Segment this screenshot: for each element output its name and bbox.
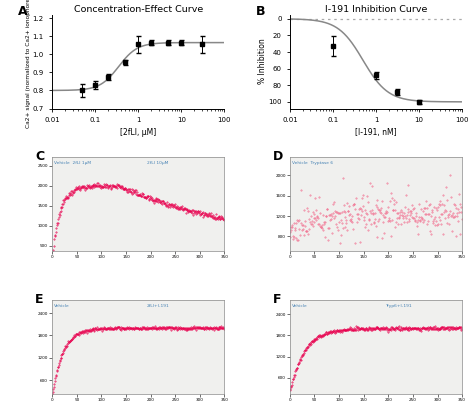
Text: B: B: [255, 5, 265, 18]
Text: A: A: [18, 5, 27, 18]
Text: D: D: [273, 150, 283, 163]
Text: Tryp6+I-191: Tryp6+I-191: [384, 304, 411, 308]
Y-axis label: % Inhibition: % Inhibition: [258, 39, 267, 84]
X-axis label: [I-191, nM]: [I-191, nM]: [355, 128, 397, 138]
Text: E: E: [35, 293, 44, 306]
X-axis label: [2fLI, μM]: [2fLI, μM]: [120, 128, 156, 138]
Text: 2fLI 10µM: 2fLI 10µM: [147, 161, 168, 165]
Text: C: C: [35, 150, 44, 163]
Text: F: F: [273, 293, 281, 306]
Title: Concentration-Effect Curve: Concentration-Effect Curve: [73, 5, 203, 14]
Text: Vehicle  2fLI 1µM: Vehicle 2fLI 1µM: [54, 161, 91, 165]
Text: Vehicle  Tryptase 6: Vehicle Tryptase 6: [292, 161, 333, 165]
Text: Vehicle: Vehicle: [54, 304, 70, 308]
Title: I-191 Inhibition Curve: I-191 Inhibition Curve: [325, 5, 427, 14]
Y-axis label: Ca2+ signal (normalized to Ca2+ ionophore): Ca2+ signal (normalized to Ca2+ ionophor…: [26, 0, 31, 128]
Text: 2fLI+I-191: 2fLI+I-191: [147, 304, 170, 308]
Text: Vehicle: Vehicle: [292, 304, 307, 308]
